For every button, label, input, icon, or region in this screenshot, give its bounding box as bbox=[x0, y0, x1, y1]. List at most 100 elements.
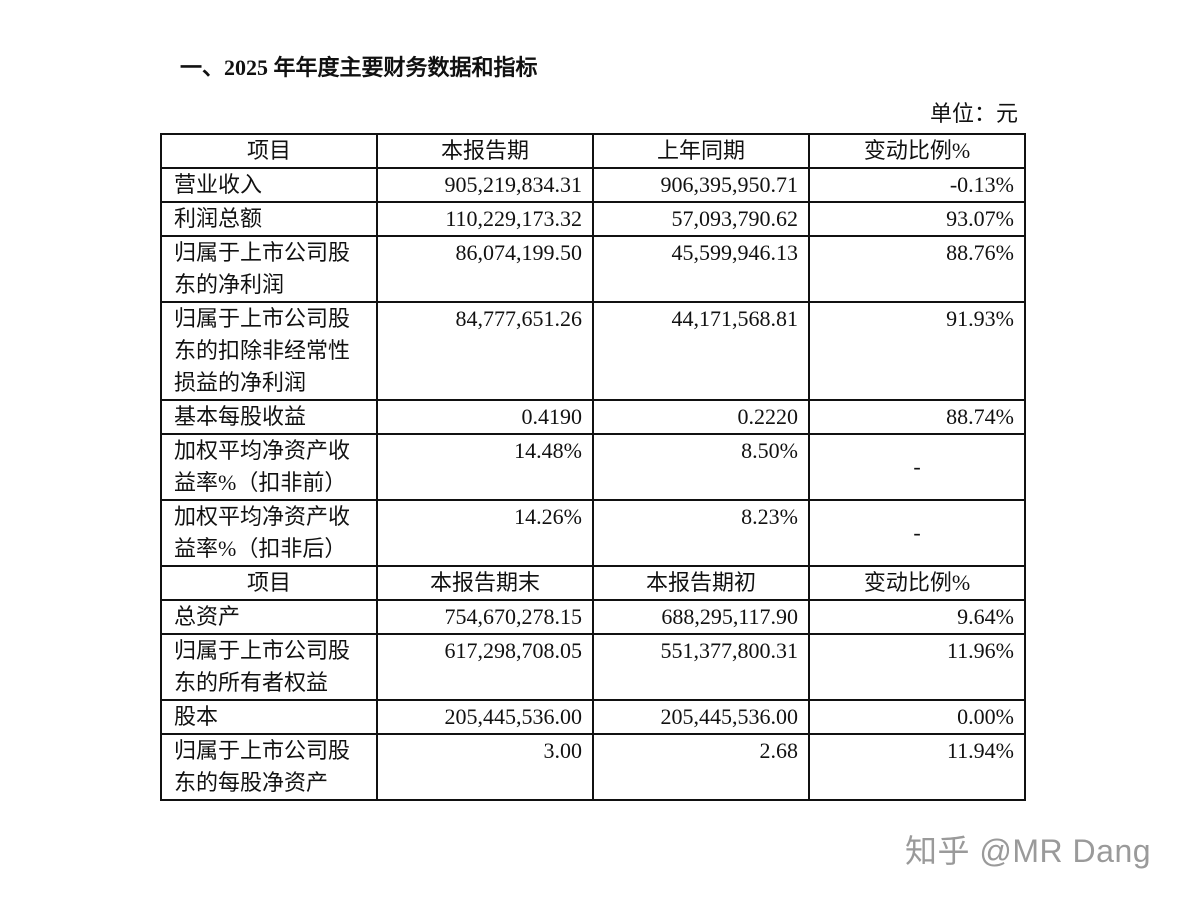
cell-text: - bbox=[913, 454, 921, 479]
cell-text: 110,229,173.32 bbox=[445, 206, 582, 231]
cell-text: 688,295,117.90 bbox=[661, 604, 798, 629]
row-label: 营业收入 bbox=[160, 167, 378, 203]
cell-value: 0.2220 bbox=[592, 399, 810, 435]
cell-text: 551,377,800.31 bbox=[660, 638, 799, 663]
cell-text: 损益的净利润 bbox=[174, 370, 307, 395]
cell-value: 91.93% bbox=[808, 301, 1026, 401]
column-header: 本报告期末 bbox=[376, 565, 594, 601]
column-header: 本报告期 bbox=[376, 133, 594, 169]
column-header: 上年同期 bbox=[592, 133, 810, 169]
cell-value: 688,295,117.90 bbox=[592, 599, 810, 635]
cell-value: 86,074,199.50 bbox=[376, 235, 594, 303]
cell-value: - bbox=[808, 433, 1026, 501]
cell-text: 归属于上市公司股 bbox=[174, 638, 351, 663]
row-label: 总资产 bbox=[160, 599, 378, 635]
cell-text: 88.76% bbox=[946, 240, 1014, 265]
cell-value: 93.07% bbox=[808, 201, 1026, 237]
cell-text: 14.48% bbox=[514, 438, 582, 463]
cell-text: 44,171,568.81 bbox=[671, 306, 799, 331]
cell-text: 905,219,834.31 bbox=[444, 172, 583, 197]
cell-text: 上年同期 bbox=[656, 138, 745, 163]
cell-text: 11.94% bbox=[946, 738, 1014, 763]
section-title: 一、2025 年年度主要财务数据和指标 bbox=[180, 55, 538, 80]
cell-value: 0.4190 bbox=[376, 399, 594, 435]
cell-text: 加权平均净资产收 bbox=[174, 504, 351, 529]
cell-text: 本报告期 bbox=[440, 138, 529, 163]
row-label: 利润总额 bbox=[160, 201, 378, 237]
column-header: 项目 bbox=[160, 565, 378, 601]
cell-value: 44,171,568.81 bbox=[592, 301, 810, 401]
cell-text: 东的所有者权益 bbox=[174, 670, 329, 695]
cell-text: 益率%（扣非后） bbox=[174, 536, 347, 561]
cell-text: - bbox=[913, 520, 921, 545]
cell-value: 8.23% bbox=[592, 499, 810, 567]
cell-text: 归属于上市公司股 bbox=[174, 306, 351, 331]
unit-label: 单位：元 bbox=[929, 101, 1018, 126]
table-row: 营业收入 905,219,834.31 906,395,950.71 -0.13% bbox=[160, 167, 1026, 203]
cell-text: 加权平均净资产收 bbox=[174, 438, 351, 463]
cell-text: 变动比例% bbox=[863, 138, 971, 163]
cell-text: 11.96% bbox=[946, 638, 1014, 663]
cell-text: 益率%（扣非前） bbox=[174, 470, 347, 495]
cell-text: 东的净利润 bbox=[174, 272, 285, 297]
row-label: 基本每股收益 bbox=[160, 399, 378, 435]
cell-text: 2.68 bbox=[759, 738, 799, 763]
cell-text: 93.07% bbox=[946, 206, 1014, 231]
cell-text: 8.23% bbox=[741, 504, 798, 529]
table-row: 归属于上市公司股 东的每股净资产 3.00 2.68 11.94% bbox=[160, 733, 1026, 801]
cell-value: 14.48% bbox=[376, 433, 594, 501]
row-label: 归属于上市公司股 东的扣除非经常性 损益的净利润 bbox=[160, 301, 378, 401]
cell-text: 45,599,946.13 bbox=[671, 240, 799, 265]
cell-text: 股本 bbox=[174, 704, 219, 729]
row-label: 加权平均净资产收 益率%（扣非后） bbox=[160, 499, 378, 567]
cell-text: 本报告期末 bbox=[429, 570, 540, 595]
table-row: 加权平均净资产收 益率%（扣非后） 14.26% 8.23% - bbox=[160, 499, 1026, 567]
row-label: 归属于上市公司股 东的所有者权益 bbox=[160, 633, 378, 701]
cell-value: 8.50% bbox=[592, 433, 810, 501]
column-header: 变动比例% bbox=[808, 133, 1026, 169]
cell-text: 利润总额 bbox=[174, 206, 263, 231]
row-label: 加权平均净资产收 益率%（扣非前） bbox=[160, 433, 378, 501]
cell-text: 0.00% bbox=[957, 704, 1014, 729]
cell-value: 110,229,173.32 bbox=[376, 201, 594, 237]
cell-value: 754,670,278.15 bbox=[376, 599, 594, 635]
cell-text: 57,093,790.62 bbox=[671, 206, 799, 231]
cell-text: 754,670,278.15 bbox=[444, 604, 583, 629]
table-row: 总资产 754,670,278.15 688,295,117.90 9.64% bbox=[160, 599, 1026, 635]
column-header: 项目 bbox=[160, 133, 378, 169]
cell-text: 0.4190 bbox=[521, 404, 583, 429]
table-row: 基本每股收益 0.4190 0.2220 88.74% bbox=[160, 399, 1026, 435]
cell-text: 项目 bbox=[246, 570, 291, 595]
row-label: 归属于上市公司股 东的每股净资产 bbox=[160, 733, 378, 801]
cell-text: 14.26% bbox=[514, 504, 582, 529]
table-row: 股本 205,445,536.00 205,445,536.00 0.00% bbox=[160, 699, 1026, 735]
cell-value: 905,219,834.31 bbox=[376, 167, 594, 203]
cell-value: 84,777,651.26 bbox=[376, 301, 594, 401]
cell-text: 归属于上市公司股 bbox=[174, 738, 351, 763]
cell-value: -0.13% bbox=[808, 167, 1026, 203]
cell-value: 205,445,536.00 bbox=[592, 699, 810, 735]
cell-text: 归属于上市公司股 bbox=[174, 240, 351, 265]
table-row: 加权平均净资产收 益率%（扣非前） 14.48% 8.50% - bbox=[160, 433, 1026, 501]
cell-text: 东的每股净资产 bbox=[174, 770, 329, 795]
cell-value: 88.74% bbox=[808, 399, 1026, 435]
cell-value: 14.26% bbox=[376, 499, 594, 567]
cell-text: 项目 bbox=[246, 138, 291, 163]
table-row: 归属于上市公司股 东的净利润 86,074,199.50 45,599,946.13 8… bbox=[160, 235, 1026, 303]
column-header: 变动比例% bbox=[808, 565, 1026, 601]
cell-text: -0.13% bbox=[949, 172, 1014, 197]
cell-value: 57,093,790.62 bbox=[592, 201, 810, 237]
cell-text: 205,445,536.00 bbox=[660, 704, 799, 729]
cell-value: 551,377,800.31 bbox=[592, 633, 810, 701]
cell-text: 东的扣除非经常性 bbox=[174, 338, 351, 363]
cell-text: 8.50% bbox=[741, 438, 798, 463]
cell-value: 2.68 bbox=[592, 733, 810, 801]
cell-text: 0.2220 bbox=[737, 404, 799, 429]
cell-text: 906,395,950.71 bbox=[660, 172, 799, 197]
cell-value: 11.94% bbox=[808, 733, 1026, 801]
row-label: 股本 bbox=[160, 699, 378, 735]
cell-text: 205,445,536.00 bbox=[444, 704, 583, 729]
cell-text: 本报告期初 bbox=[645, 570, 756, 595]
cell-value: 205,445,536.00 bbox=[376, 699, 594, 735]
cell-value: 45,599,946.13 bbox=[592, 235, 810, 303]
